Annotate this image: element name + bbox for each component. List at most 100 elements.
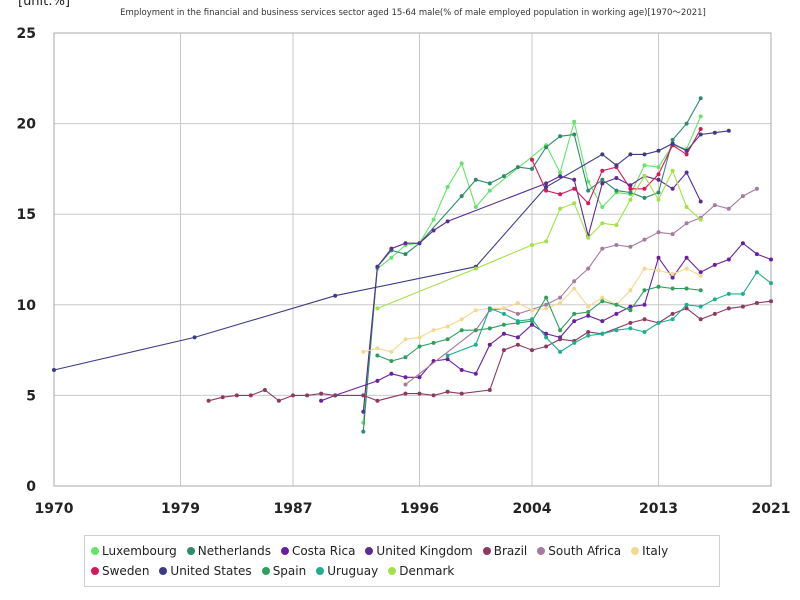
x-tick-label: 1987 (274, 501, 313, 517)
series-south-africa (403, 186, 759, 387)
data-point-brazil (628, 320, 633, 325)
legend-label: Spain (272, 564, 307, 578)
data-point-luxembourg (642, 163, 647, 168)
legend: Luxembourg Netherlands Costa Rica United Ki… (84, 535, 720, 587)
data-point-brazil (431, 393, 436, 398)
legend-item-spain[interactable]: Spain (261, 561, 307, 581)
data-point-costa-rica (389, 371, 394, 376)
series-line-south-africa (405, 188, 758, 385)
data-point-denmark (572, 201, 577, 206)
data-point-costa-rica (586, 313, 591, 318)
data-point-netherlands (459, 194, 464, 199)
data-point-south-africa (515, 311, 520, 316)
x-tick-label: 2013 (639, 501, 678, 517)
legend-item-uruguay[interactable]: Uruguay (316, 561, 378, 581)
series-line-costa-rica (320, 242, 772, 402)
data-point-netherlands (361, 429, 366, 434)
data-point-brazil (698, 317, 703, 322)
data-point-united-kingdom (544, 181, 549, 186)
data-point-italy (403, 337, 408, 342)
legend-label: Brazil (493, 544, 528, 558)
legend-item-denmark[interactable]: Denmark (388, 561, 454, 581)
data-point-costa-rica (403, 375, 408, 380)
legend-item-luxembourg[interactable]: Luxembourg (91, 541, 177, 561)
legend-label: Uruguay (327, 564, 379, 578)
legend-item-netherlands[interactable]: Netherlands (186, 541, 271, 561)
data-point-costa-rica (375, 378, 380, 383)
data-point-costa-rica (642, 302, 647, 307)
legend-item-sweden[interactable]: Sweden (91, 561, 149, 581)
data-point-united-kingdom (698, 199, 703, 204)
data-point-denmark (642, 174, 647, 179)
data-point-netherlands (572, 132, 577, 137)
data-point-italy (684, 266, 689, 271)
legend-item-italy[interactable]: Italy (631, 541, 668, 561)
data-point-netherlands (501, 174, 506, 179)
legend-label: United States (170, 564, 252, 578)
data-point-sweden (544, 188, 549, 193)
data-point-south-africa (642, 237, 647, 242)
data-point-costa-rica (572, 319, 577, 324)
legend-item-costa-rica[interactable]: Costa Rica (280, 541, 355, 561)
data-point-denmark (530, 243, 534, 247)
x-tick-label: 2004 (513, 501, 552, 517)
data-point-italy (600, 295, 605, 300)
legend-label: Sweden (102, 564, 150, 578)
data-point-italy (530, 308, 534, 313)
data-point-south-africa (754, 186, 759, 191)
data-point-uruguay (501, 311, 506, 316)
data-point-united-states (544, 185, 549, 189)
data-point-brazil (305, 393, 310, 398)
legend-item-united-states[interactable]: United States (159, 561, 252, 581)
data-point-brazil (445, 389, 450, 394)
data-point-uruguay (586, 333, 591, 338)
data-point-costa-rica (628, 304, 633, 309)
data-point-netherlands (515, 165, 520, 170)
data-point-costa-rica (769, 257, 773, 262)
data-point-sweden (642, 186, 647, 191)
data-point-spain (501, 322, 506, 327)
data-point-italy (698, 273, 703, 278)
data-point-netherlands (403, 252, 408, 257)
data-point-denmark (558, 206, 563, 211)
data-point-united-kingdom (628, 183, 633, 188)
series-line-uruguay (447, 271, 772, 357)
data-point-italy (375, 346, 380, 351)
data-point-costa-rica (600, 319, 605, 324)
data-point-costa-rica (530, 322, 534, 327)
data-point-spain (417, 344, 422, 349)
legend-item-united-kingdom[interactable]: United Kingdom (365, 541, 473, 561)
data-point-spain (684, 286, 689, 291)
data-point-luxembourg (656, 165, 661, 170)
data-point-brazil (769, 299, 773, 304)
legend-swatch (388, 567, 397, 575)
data-point-brazil (319, 391, 324, 396)
data-point-brazil (248, 393, 253, 398)
data-point-italy (572, 286, 577, 291)
data-point-italy (642, 266, 647, 271)
legend-swatch (631, 547, 640, 555)
data-point-sweden (684, 152, 689, 157)
data-point-luxembourg (698, 114, 703, 119)
data-point-united-kingdom (417, 241, 422, 246)
data-point-brazil (754, 301, 759, 305)
data-point-spain (431, 340, 436, 345)
data-point-uruguay (712, 297, 717, 302)
legend-label: Luxembourg (102, 544, 177, 558)
x-tick-label: 1970 (35, 501, 74, 517)
legend-item-south-africa[interactable]: South Africa (537, 541, 621, 561)
data-point-brazil (726, 306, 731, 311)
data-point-sweden (698, 127, 703, 131)
data-point-united-kingdom (389, 246, 394, 251)
data-point-italy (656, 268, 661, 273)
data-point-luxembourg (445, 185, 450, 189)
legend-label: Netherlands (197, 544, 271, 558)
data-point-united-states (628, 152, 633, 157)
legend-item-brazil[interactable]: Brazil (482, 541, 528, 561)
data-point-brazil (586, 330, 591, 334)
legend-swatch (365, 547, 374, 555)
legend-swatch (261, 567, 270, 575)
data-point-brazil (361, 393, 366, 398)
data-point-denmark (544, 239, 549, 244)
data-point-netherlands (586, 188, 591, 193)
